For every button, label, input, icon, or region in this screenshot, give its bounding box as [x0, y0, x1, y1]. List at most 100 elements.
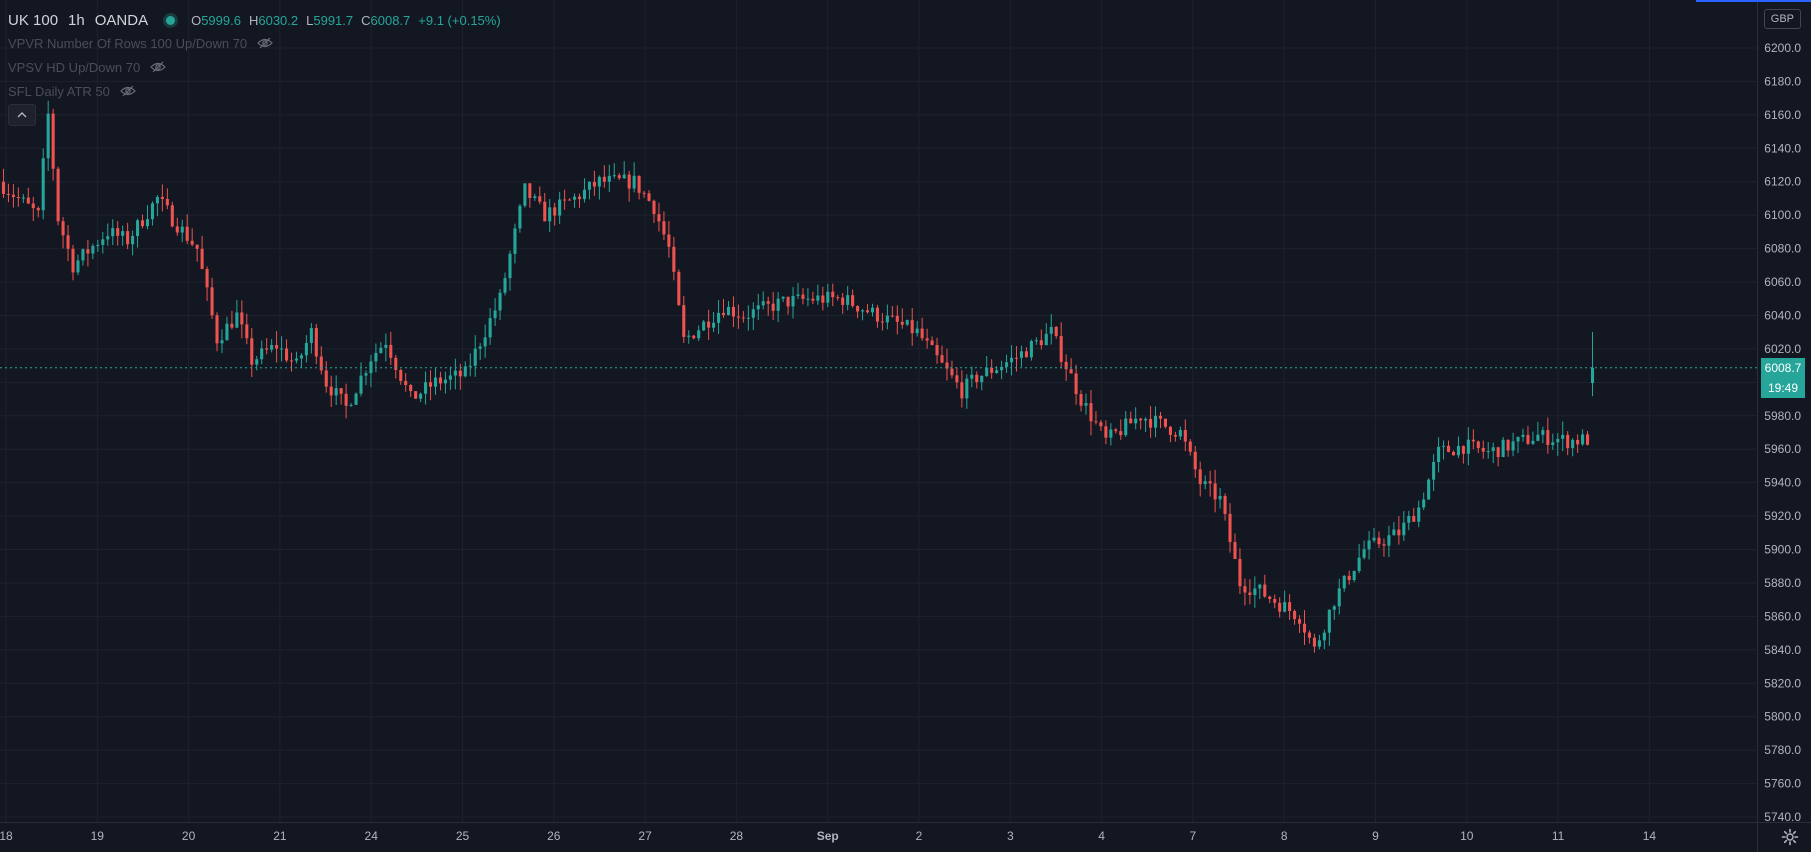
candle — [399, 368, 403, 385]
candle — [592, 170, 596, 196]
candle — [473, 335, 477, 377]
candle-body — [1422, 499, 1426, 508]
candle — [11, 184, 15, 208]
candle — [334, 375, 338, 405]
candle-body — [1417, 507, 1421, 522]
candle-body — [230, 323, 234, 328]
candle-body — [776, 298, 780, 311]
candle — [1248, 579, 1252, 605]
candle — [1134, 407, 1138, 430]
candle — [1397, 516, 1401, 545]
candle — [1312, 633, 1316, 653]
indicator-vpsv[interactable]: VPSV HD Up/Down 70 — [8, 57, 167, 77]
candle-body — [1481, 447, 1485, 452]
candle — [1183, 419, 1187, 452]
bar-countdown-badge: 19:49 — [1761, 377, 1805, 398]
date-tick-label: 8 — [1281, 829, 1288, 843]
candle-body — [1288, 602, 1292, 612]
candle — [1024, 347, 1028, 358]
candle — [1039, 329, 1043, 350]
candle — [339, 387, 343, 405]
candle-body — [1084, 403, 1088, 406]
candle-body — [875, 307, 879, 322]
candle — [1158, 411, 1163, 429]
symbol-legend: UK 100 1h OANDA O5999.6 H6030.2 L5991.7 … — [8, 8, 501, 32]
candle — [1119, 419, 1123, 440]
candle-body — [1104, 426, 1108, 438]
candle — [1451, 450, 1456, 456]
candle — [975, 371, 979, 389]
candle-body — [865, 310, 870, 313]
candle-body — [1134, 418, 1138, 424]
eye-hidden-icon[interactable] — [257, 37, 274, 49]
candle-body — [1486, 451, 1490, 453]
candle — [1506, 439, 1510, 457]
candle-body — [861, 310, 865, 312]
candle — [1198, 461, 1202, 497]
candle-body — [1183, 430, 1187, 442]
indicator-vpvr[interactable]: VPVR Number Of Rows 100 Up/Down 70 — [8, 33, 274, 53]
candle-body — [985, 367, 989, 376]
candle — [31, 196, 35, 221]
candle-body — [925, 338, 929, 341]
candle-body — [1064, 361, 1068, 370]
price-tick-label: 5800.0 — [1764, 710, 1801, 724]
candle — [940, 345, 944, 364]
eye-hidden-icon[interactable] — [150, 61, 167, 73]
indicator-label: VPSV HD Up/Down 70 — [8, 59, 141, 75]
time-axis[interactable]: 18 19 20 21 24 25 26 27 28 Sep 2 3 4 7 8 9 10 11 14 — [0, 822, 1811, 844]
candle-body — [359, 375, 363, 394]
candle-body — [647, 193, 651, 201]
candle — [314, 323, 318, 365]
candle-body — [1506, 439, 1510, 451]
candle-body — [1248, 592, 1252, 595]
candle — [299, 353, 303, 368]
candle-body — [1446, 445, 1451, 452]
high-label: H — [248, 12, 259, 28]
collapse-indicators-button[interactable] — [8, 104, 36, 126]
candle-body — [558, 199, 562, 216]
currency-label[interactable]: GBP — [1763, 9, 1801, 29]
candle-body — [1511, 441, 1515, 451]
candle — [548, 199, 552, 232]
candle — [329, 375, 333, 407]
gear-icon[interactable] — [1781, 828, 1799, 846]
price-tick-label: 6060.0 — [1764, 275, 1801, 289]
candle-body — [1005, 362, 1009, 367]
candle — [841, 292, 845, 314]
candle-body — [1461, 445, 1465, 454]
candle-body — [26, 197, 30, 204]
candle — [1307, 630, 1312, 644]
candle-body — [433, 377, 438, 387]
candle — [568, 198, 572, 201]
candle-body — [1337, 588, 1341, 607]
candle — [1213, 469, 1217, 513]
candle — [632, 162, 636, 193]
timeframe-label[interactable]: 1h — [68, 11, 85, 29]
candle — [1427, 478, 1431, 500]
candle — [870, 303, 875, 317]
candle — [1233, 533, 1237, 560]
candle-body — [1451, 451, 1456, 456]
candle — [1173, 431, 1177, 442]
candle — [488, 308, 492, 345]
candle — [1461, 445, 1465, 464]
eye-hidden-icon[interactable] — [120, 85, 136, 97]
candle — [1322, 629, 1326, 650]
price-tick-label: 5820.0 — [1764, 676, 1801, 690]
candle — [1486, 442, 1490, 459]
indicator-atr[interactable]: SFL Daily ATR 50 — [8, 81, 136, 101]
price-axis[interactable]: 6200.0 6180.0 6160.0 6140.0 6120.0 6100.0 6080… — [1757, 0, 1802, 852]
candle-body — [16, 197, 20, 199]
price-tick-label: 6040.0 — [1764, 308, 1801, 322]
candle-body — [1000, 366, 1004, 371]
candle — [1556, 433, 1560, 456]
candle-body — [1034, 340, 1038, 342]
candle-body — [955, 375, 959, 383]
candle — [553, 202, 557, 226]
candle-body — [1218, 495, 1222, 500]
candle — [428, 370, 433, 401]
candle — [270, 339, 274, 353]
symbol-name[interactable]: UK 100 — [8, 11, 59, 29]
